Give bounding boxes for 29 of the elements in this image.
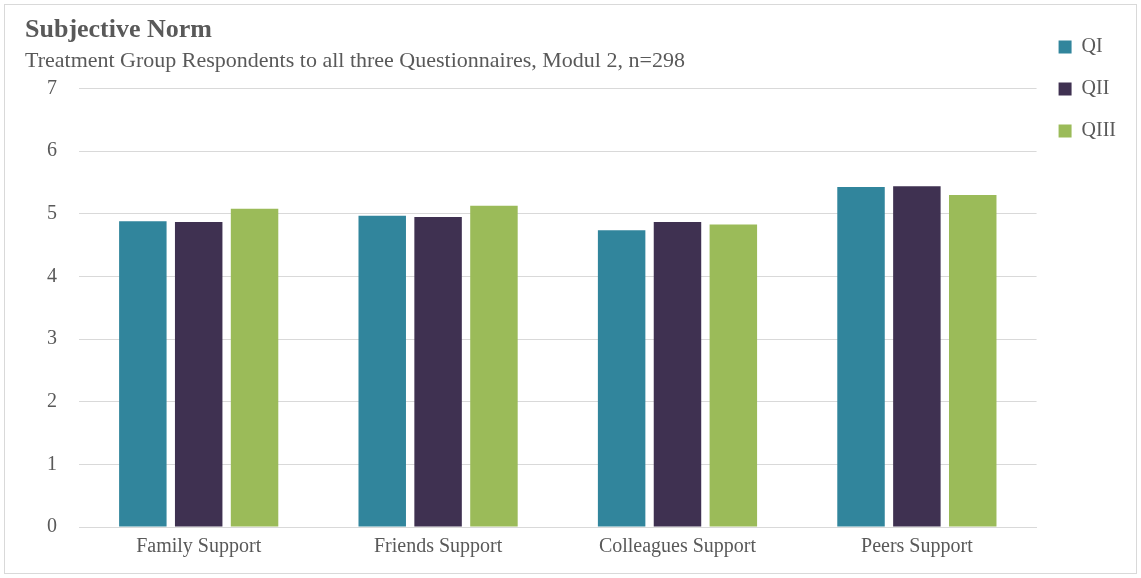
y-tick-label: 3 [47,326,57,349]
x-tick-label: Peers Support [861,534,974,558]
y-tick-label: 7 [47,75,57,98]
bar [653,222,702,527]
bar [174,222,223,527]
bar [893,186,941,527]
legend-label: QI [1081,34,1103,57]
bar [709,224,758,527]
bar [837,186,885,527]
bar [119,221,167,527]
y-tick-label: 5 [47,201,57,224]
y-tick-label: 4 [47,263,57,286]
y-tick-label: 6 [47,138,57,161]
x-tick-label: Colleagues Support [598,534,757,558]
chart-subtitle: Treatment Group Respondents to all three Questionnaires, Modul 2, n=298 [25,47,685,73]
bar [597,230,646,527]
bar [414,216,462,527]
y-tick-label: 0 [47,514,57,537]
bar [230,208,279,527]
x-tick-label: Friends Support [373,534,503,558]
legend-label: QIII [1081,118,1117,141]
legend-label: QII [1081,76,1110,99]
x-tick-label: Family Support [136,534,262,558]
bar [358,215,406,527]
bar [949,195,997,527]
y-tick-label: 2 [47,388,57,411]
bar [470,205,518,527]
y-tick-label: 1 [47,451,57,474]
chart-title: Subjective Norm [25,14,213,44]
